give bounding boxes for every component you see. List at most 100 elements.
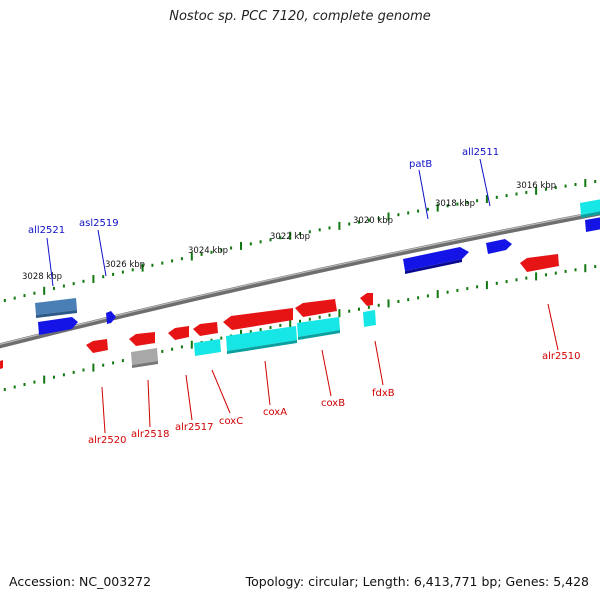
inner-tick-mark [289, 319, 292, 328]
kbp-label-3016: 3016 kbp [516, 181, 556, 191]
gene-feature-all2511[interactable] [486, 239, 512, 254]
outer-tick-mark [456, 202, 459, 206]
gene-feature-edge-gene [585, 217, 600, 232]
gene-feature-alr2518[interactable] [129, 332, 155, 346]
gene-label-fdxB: fdxB [372, 388, 395, 399]
reverse-leader-lines [101, 303, 559, 434]
outer-tick-mark [387, 212, 390, 221]
outer-tick-mark [230, 246, 233, 250]
outer-tick-mark [151, 263, 154, 267]
outer-tick-mark [131, 268, 134, 272]
inner-tick-mark [72, 370, 75, 374]
inner-tick-mark [62, 373, 65, 377]
outer-tick-mark [82, 279, 85, 283]
gene-feature-pseudo [131, 348, 158, 365]
outer-tick-track [3, 179, 597, 302]
outer-tick-mark [180, 257, 183, 261]
inner-tick-mark [525, 276, 528, 280]
outer-tick-mark [495, 195, 498, 199]
gene-feature-alr2510[interactable] [520, 254, 559, 272]
inner-tick-mark [318, 315, 321, 319]
inner-tick-mark [171, 347, 174, 351]
gene-feature-fdxB[interactable] [360, 293, 373, 306]
inner-tick-mark [407, 298, 410, 302]
page-title: Nostoc sp. PCC 7120, complete genome [169, 9, 431, 24]
gene-feature-patB[interactable] [403, 247, 469, 271]
outer-tick-mark [535, 186, 538, 195]
inner-tick-mark [554, 271, 557, 275]
gene-feature-all2521[interactable] [38, 317, 78, 335]
outer-tick-mark [377, 216, 380, 220]
gene-feature-alr2517[interactable] [168, 326, 189, 340]
outer-tick-mark [161, 261, 164, 265]
forward-leader-lines [46, 158, 491, 287]
gene-feature-coxA-cds [226, 326, 297, 351]
kbp-label-3018: 3018 kbp [435, 199, 475, 209]
outer-tick-mark [348, 222, 351, 226]
forward-features [35, 199, 600, 335]
gene-label-all2521: all2521 [28, 225, 65, 236]
outer-tick-mark [43, 286, 46, 295]
inner-tick-mark [13, 385, 16, 389]
kbp-label-3028: 3028 kbp [22, 272, 62, 282]
gene-feature-coxB-cds [297, 317, 340, 337]
gene-feature-fdxB-cds [363, 310, 376, 327]
outer-tick-mark [466, 200, 469, 204]
gene-feature-asl2519[interactable] [106, 311, 116, 324]
outer-tick-mark [505, 194, 508, 198]
gene-feature-rna-shade [36, 310, 77, 318]
inner-tick-mark [240, 329, 242, 338]
outer-tick-mark [407, 211, 410, 215]
outer-tick-mark [249, 242, 252, 246]
inner-tick-mark [545, 273, 547, 277]
inner-tick-mark [259, 328, 262, 332]
outer-tick-mark [594, 180, 597, 183]
outer-tick-mark [33, 291, 36, 295]
gene-feature-alr2520[interactable] [86, 339, 108, 353]
outer-tick-mark [545, 187, 547, 191]
topology-label: Topology: circular; Length: 6,413,771 bp… [245, 574, 589, 589]
outer-tick-mark [23, 294, 26, 298]
inner-tick-mark [377, 303, 380, 307]
inner-tick-mark [328, 313, 331, 317]
inner-tick-mark [180, 345, 183, 349]
gene-feature-pseudo-shade [132, 361, 158, 368]
outer-tick-mark [62, 284, 65, 288]
outer-tick-mark [525, 190, 528, 194]
gene-feature-coxC[interactable] [193, 322, 218, 336]
outer-tick-mark [220, 248, 223, 252]
gene-feature-coxB-cds-shade [298, 330, 340, 340]
inner-tick-mark [112, 361, 115, 365]
inner-tick-mark [387, 299, 390, 308]
inner-tick-mark [82, 368, 85, 372]
gene-label-alr2518: alr2518 [131, 429, 169, 440]
outer-tick-mark [190, 252, 193, 261]
inner-tick-mark [594, 265, 597, 269]
outer-tick-mark [426, 207, 429, 211]
inner-tick-mark [367, 305, 370, 309]
gene-label-all2511: all2511 [462, 147, 499, 158]
outer-tick-mark [515, 192, 518, 196]
gene-label-alr2517: alr2517 [175, 422, 213, 433]
outer-tick-mark [584, 179, 587, 187]
gene-feature-coxA-cds-shade [227, 340, 297, 354]
gene-feature-coxB[interactable] [295, 299, 337, 317]
outer-tick-mark [171, 259, 174, 263]
accession-label: Accession: NC_003272 [9, 574, 152, 589]
inner-tick-mark [92, 363, 95, 372]
outer-tick-mark [367, 218, 370, 222]
outer-tick-mark [13, 296, 16, 300]
gene-label-coxC: coxC [219, 416, 243, 427]
gene-feature-edge-cds-shade [581, 211, 600, 218]
gene-feature-coxA[interactable] [223, 308, 293, 330]
inner-tick-mark [446, 290, 449, 294]
outer-tick-mark [240, 241, 242, 250]
inner-tick-mark [584, 264, 587, 273]
inner-tick-mark [210, 338, 213, 342]
inner-tick-mark [338, 309, 341, 318]
inner-tick-mark [33, 380, 36, 384]
inner-tick-mark [190, 340, 193, 349]
inner-tick-mark [299, 319, 301, 323]
gene-label-patB: patB [409, 159, 432, 170]
inner-tick-mark [495, 281, 498, 285]
